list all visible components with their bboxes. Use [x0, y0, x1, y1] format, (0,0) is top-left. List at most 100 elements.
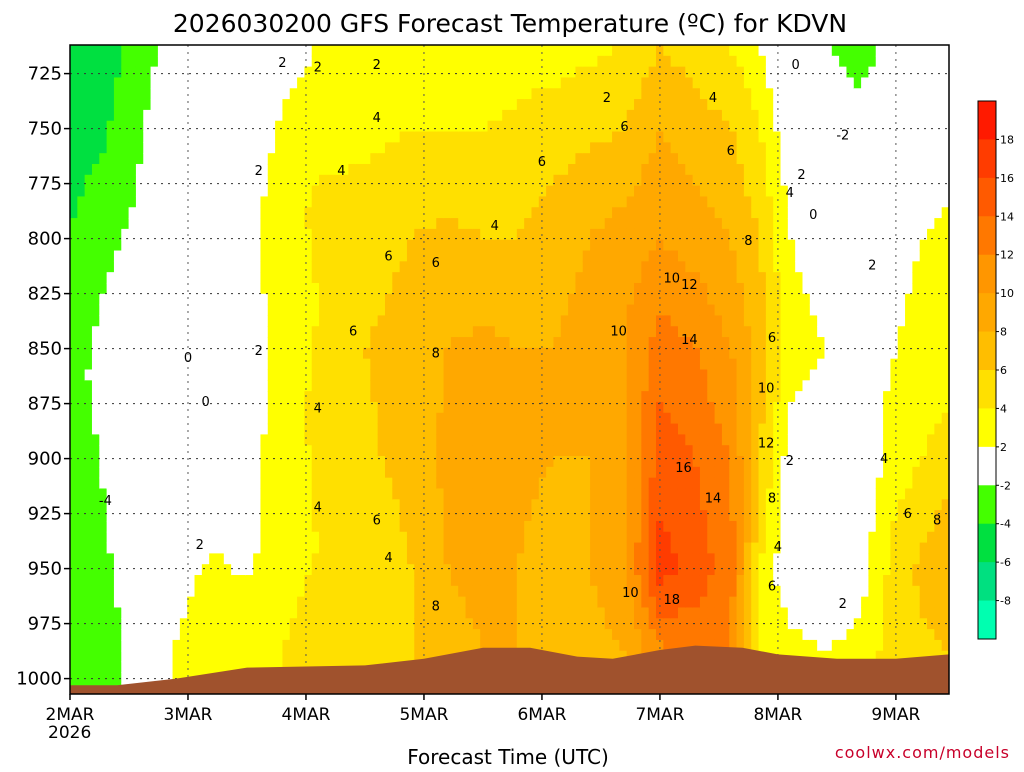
temperature-cell	[99, 596, 108, 609]
temperature-cell	[245, 304, 254, 317]
temperature-cell	[99, 77, 108, 89]
temperature-cell	[355, 163, 364, 176]
temperature-cell	[106, 488, 115, 500]
temperature-cell	[143, 391, 152, 403]
temperature-cell	[546, 380, 555, 392]
temperature-cell	[311, 596, 320, 609]
temperature-cell	[77, 120, 86, 133]
temperature-cell	[341, 347, 349, 360]
temperature-cell	[656, 553, 664, 565]
temperature-cell	[582, 391, 591, 403]
temperature-cell	[113, 412, 122, 425]
temperature-cell	[370, 347, 379, 360]
temperature-cell	[502, 499, 511, 511]
temperature-cell	[297, 120, 305, 133]
temperature-cell	[311, 239, 320, 252]
temperature-cell	[172, 380, 181, 392]
temperature-cell	[634, 239, 642, 252]
temperature-cell	[106, 380, 115, 392]
temperature-cell	[304, 499, 313, 511]
temperature-cell	[531, 434, 540, 446]
temperature-cell	[538, 466, 547, 479]
temperature-cell	[128, 466, 137, 479]
temperature-cell	[480, 639, 489, 652]
temperature-cell	[516, 250, 525, 262]
temperature-cell	[363, 358, 371, 371]
temperature-cell	[377, 347, 386, 360]
temperature-cell	[604, 629, 613, 641]
temperature-cell	[487, 337, 496, 349]
temperature-cell	[553, 347, 562, 360]
temperature-cell	[406, 412, 415, 425]
temperature-cell	[253, 261, 262, 273]
temperature-cell	[209, 45, 218, 57]
temperature-cell	[113, 542, 122, 554]
temperature-cell	[443, 153, 452, 165]
temperature-cell	[304, 412, 313, 425]
temperature-cell	[582, 629, 591, 641]
temperature-cell	[582, 272, 591, 284]
temperature-cell	[443, 142, 452, 154]
temperature-cell	[590, 639, 599, 652]
temperature-cell	[143, 228, 152, 241]
temperature-cell	[267, 304, 276, 317]
temperature-cell	[223, 575, 232, 587]
temperature-cell	[472, 401, 481, 414]
temperature-cell	[348, 542, 357, 554]
temperature-cell	[524, 131, 533, 143]
temperature-cell	[582, 380, 591, 392]
temperature-cell	[575, 207, 584, 219]
temperature-cell	[487, 629, 496, 641]
temperature-cell	[392, 272, 401, 284]
temperature-cell	[275, 250, 284, 262]
temperature-cell	[201, 369, 210, 381]
temperature-cell	[275, 466, 284, 479]
temperature-cell	[172, 120, 181, 133]
temperature-cell	[194, 466, 203, 479]
temperature-cell	[421, 347, 430, 360]
temperature-cell	[516, 282, 525, 295]
temperature-cell	[348, 196, 357, 208]
temperature-cell	[289, 499, 298, 511]
temperature-cell	[179, 109, 188, 122]
temperature-cell	[538, 88, 547, 100]
temperature-cell	[553, 531, 562, 544]
temperature-cell	[355, 380, 364, 392]
temperature-cell	[524, 174, 533, 187]
temperature-cell	[531, 315, 540, 327]
temperature-cell	[304, 185, 313, 198]
temperature-cell	[516, 456, 525, 468]
temperature-cell	[370, 445, 379, 457]
temperature-cell	[187, 228, 196, 241]
temperature-cell	[428, 499, 437, 511]
temperature-cell	[582, 347, 591, 360]
temperature-cell	[677, 45, 686, 57]
temperature-cell	[648, 282, 657, 295]
temperature-cell	[575, 239, 584, 252]
temperature-cell	[421, 207, 430, 219]
temperature-cell	[443, 261, 452, 273]
temperature-cell	[135, 456, 144, 468]
temperature-cell	[179, 488, 188, 500]
temperature-cell	[355, 304, 364, 317]
temperature-cell	[641, 163, 650, 176]
temperature-cell	[187, 109, 196, 122]
temperature-cell	[143, 239, 152, 252]
temperature-cell	[363, 466, 371, 479]
temperature-cell	[113, 239, 122, 252]
temperature-cell	[546, 196, 555, 208]
temperature-cell	[282, 391, 291, 403]
temperature-cell	[370, 337, 379, 349]
temperature-cell	[150, 347, 159, 360]
temperature-cell	[209, 250, 218, 262]
temperature-cell	[304, 88, 313, 100]
temperature-cell	[143, 304, 152, 317]
temperature-cell	[172, 185, 181, 198]
temperature-cell	[450, 575, 459, 587]
temperature-cell	[502, 434, 511, 446]
temperature-cell	[384, 55, 393, 68]
temperature-cell	[216, 272, 225, 284]
temperature-cell	[604, 185, 613, 198]
temperature-cell	[267, 153, 276, 165]
temperature-cell	[187, 347, 196, 360]
